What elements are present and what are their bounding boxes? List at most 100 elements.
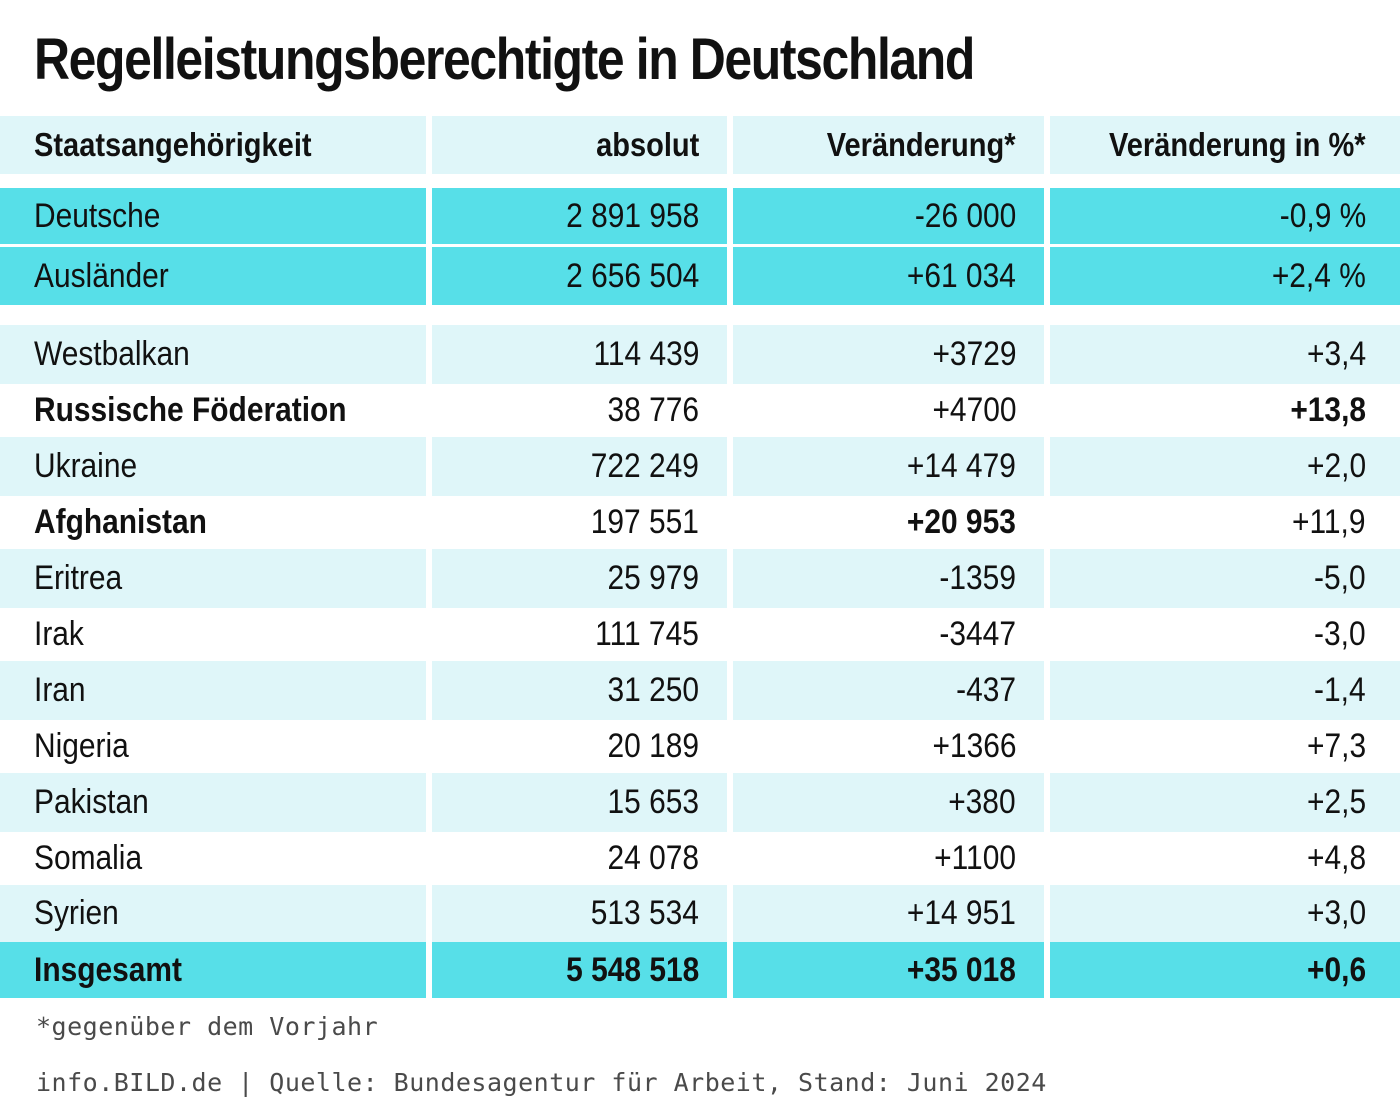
cell-staatsangehoerigkeit: Pakistan	[0, 773, 426, 832]
cell-veraenderung-prozent: +13,8	[1050, 384, 1400, 437]
cell-staatsangehoerigkeit: Deutsche	[0, 188, 426, 244]
cell-absolut: 20 189	[432, 720, 727, 773]
cell-value: +2,5	[1306, 783, 1366, 821]
cell-absolut: 15 653	[432, 773, 727, 832]
cell-value: -3447	[939, 615, 1016, 653]
cell-value: +1366	[931, 727, 1016, 765]
cell-value: 20 189	[607, 727, 699, 765]
footnote: *gegenüber dem Vorjahr	[36, 1012, 379, 1041]
cell-veraenderung: +3729	[733, 325, 1044, 384]
header-label: Veränderung in %*	[1109, 126, 1366, 163]
cell-value: +7,3	[1306, 727, 1366, 765]
page-title: Regelleistungsberechtigte in Deutschland	[34, 27, 975, 92]
cell-value: Deutsche	[34, 196, 161, 235]
cell-value: Iran	[34, 671, 86, 709]
cell-absolut: 197 551	[432, 496, 727, 549]
cell-value: +3,0	[1306, 894, 1366, 932]
cell-value: +14 479	[907, 447, 1016, 485]
cell-value: +14 951	[907, 894, 1016, 932]
cell-veraenderung: -437	[733, 661, 1044, 720]
cell-value: 31 250	[607, 671, 699, 709]
cell-veraenderung: +1100	[733, 832, 1044, 885]
header-label: absolut	[595, 126, 699, 163]
cell-value: -1,4	[1314, 671, 1366, 709]
cell-value: Insgesamt	[34, 950, 183, 989]
cell-value: -26 000	[914, 196, 1016, 235]
cell-value: Irak	[34, 615, 84, 653]
cell-veraenderung: -26 000	[733, 188, 1044, 244]
cell-value: +380	[948, 783, 1016, 821]
cell-veraenderung-prozent: +7,3	[1050, 720, 1400, 773]
cell-veraenderung-prozent: +11,9	[1050, 496, 1400, 549]
cell-absolut: 111 745	[432, 608, 727, 661]
cell-veraenderung: +20 953	[733, 496, 1044, 549]
cell-staatsangehoerigkeit: Russische Föderation	[0, 384, 426, 437]
header-staatsangehoerigkeit: Staatsangehörigkeit	[0, 116, 426, 174]
cell-veraenderung-prozent: -3,0	[1050, 608, 1400, 661]
cell-value: Somalia	[34, 839, 143, 877]
cell-value: Afghanistan	[34, 503, 207, 541]
cell-value: -437	[956, 671, 1016, 709]
cell-absolut: 114 439	[432, 325, 727, 384]
cell-value: 114 439	[593, 335, 699, 373]
cell-value: 722 249	[590, 447, 699, 485]
cell-value: +1100	[934, 839, 1016, 877]
cell-veraenderung: +35 018	[733, 942, 1044, 998]
cell-staatsangehoerigkeit: Eritrea	[0, 549, 426, 608]
data-table: Staatsangehörigkeit absolut Veränderung*…	[0, 116, 1400, 998]
cell-staatsangehoerigkeit: Irak	[0, 608, 426, 661]
source-line: info.BILD.de | Quelle: Bundesagentur für…	[36, 1068, 1047, 1097]
cell-staatsangehoerigkeit: Somalia	[0, 832, 426, 885]
cell-veraenderung-prozent: +2,4 %	[1050, 247, 1400, 305]
header-absolut: absolut	[432, 116, 727, 174]
cell-value: 5 548 518	[565, 950, 699, 989]
cell-value: Pakistan	[34, 783, 149, 821]
header-label: Veränderung*	[827, 126, 1016, 163]
cell-value: 111 745	[595, 615, 699, 653]
cell-absolut: 31 250	[432, 661, 727, 720]
cell-value: +4700	[931, 391, 1016, 429]
cell-value: Westbalkan	[34, 335, 190, 373]
cell-value: +20 953	[907, 503, 1016, 541]
cell-veraenderung: -3447	[733, 608, 1044, 661]
cell-value: Syrien	[34, 894, 119, 932]
cell-veraenderung-prozent: -5,0	[1050, 549, 1400, 608]
cell-absolut: 2 656 504	[432, 247, 727, 305]
cell-value: 24 078	[607, 839, 699, 877]
cell-veraenderung: +380	[733, 773, 1044, 832]
cell-value: Eritrea	[34, 559, 123, 597]
cell-veraenderung-prozent: +0,6	[1050, 942, 1400, 998]
cell-value: 25 979	[607, 559, 699, 597]
cell-value: 38 776	[607, 391, 699, 429]
cell-absolut: 5 548 518	[432, 942, 727, 998]
cell-value: 2 891 958	[565, 196, 699, 235]
header-veraenderung-prozent: Veränderung in %*	[1050, 116, 1400, 174]
cell-absolut: 2 891 958	[432, 188, 727, 244]
cell-value: +61 034	[907, 256, 1016, 295]
cell-absolut: 25 979	[432, 549, 727, 608]
cell-value: +35 018	[907, 950, 1016, 989]
cell-value: +2,4 %	[1272, 256, 1366, 295]
cell-veraenderung: +4700	[733, 384, 1044, 437]
cell-veraenderung-prozent: +2,0	[1050, 437, 1400, 496]
header-veraenderung: Veränderung*	[733, 116, 1044, 174]
cell-staatsangehoerigkeit: Ukraine	[0, 437, 426, 496]
cell-value: 513 534	[590, 894, 699, 932]
cell-value: +11,9	[1292, 503, 1366, 541]
cell-value: 197 551	[590, 503, 699, 541]
cell-veraenderung: +1366	[733, 720, 1044, 773]
cell-staatsangehoerigkeit: Insgesamt	[0, 942, 426, 998]
cell-value: +4,8	[1306, 839, 1366, 877]
cell-value: Russische Föderation	[34, 391, 347, 429]
cell-staatsangehoerigkeit: Syrien	[0, 885, 426, 942]
cell-value: Ausländer	[34, 256, 169, 295]
cell-value: 15 653	[607, 783, 699, 821]
cell-value: -0,9 %	[1279, 196, 1366, 235]
header-label: Staatsangehörigkeit	[34, 126, 312, 163]
cell-value: +3,4	[1306, 335, 1366, 373]
cell-veraenderung: +61 034	[733, 247, 1044, 305]
cell-veraenderung-prozent: +4,8	[1050, 832, 1400, 885]
cell-staatsangehoerigkeit: Iran	[0, 661, 426, 720]
cell-value: -3,0	[1314, 615, 1366, 653]
cell-absolut: 722 249	[432, 437, 727, 496]
